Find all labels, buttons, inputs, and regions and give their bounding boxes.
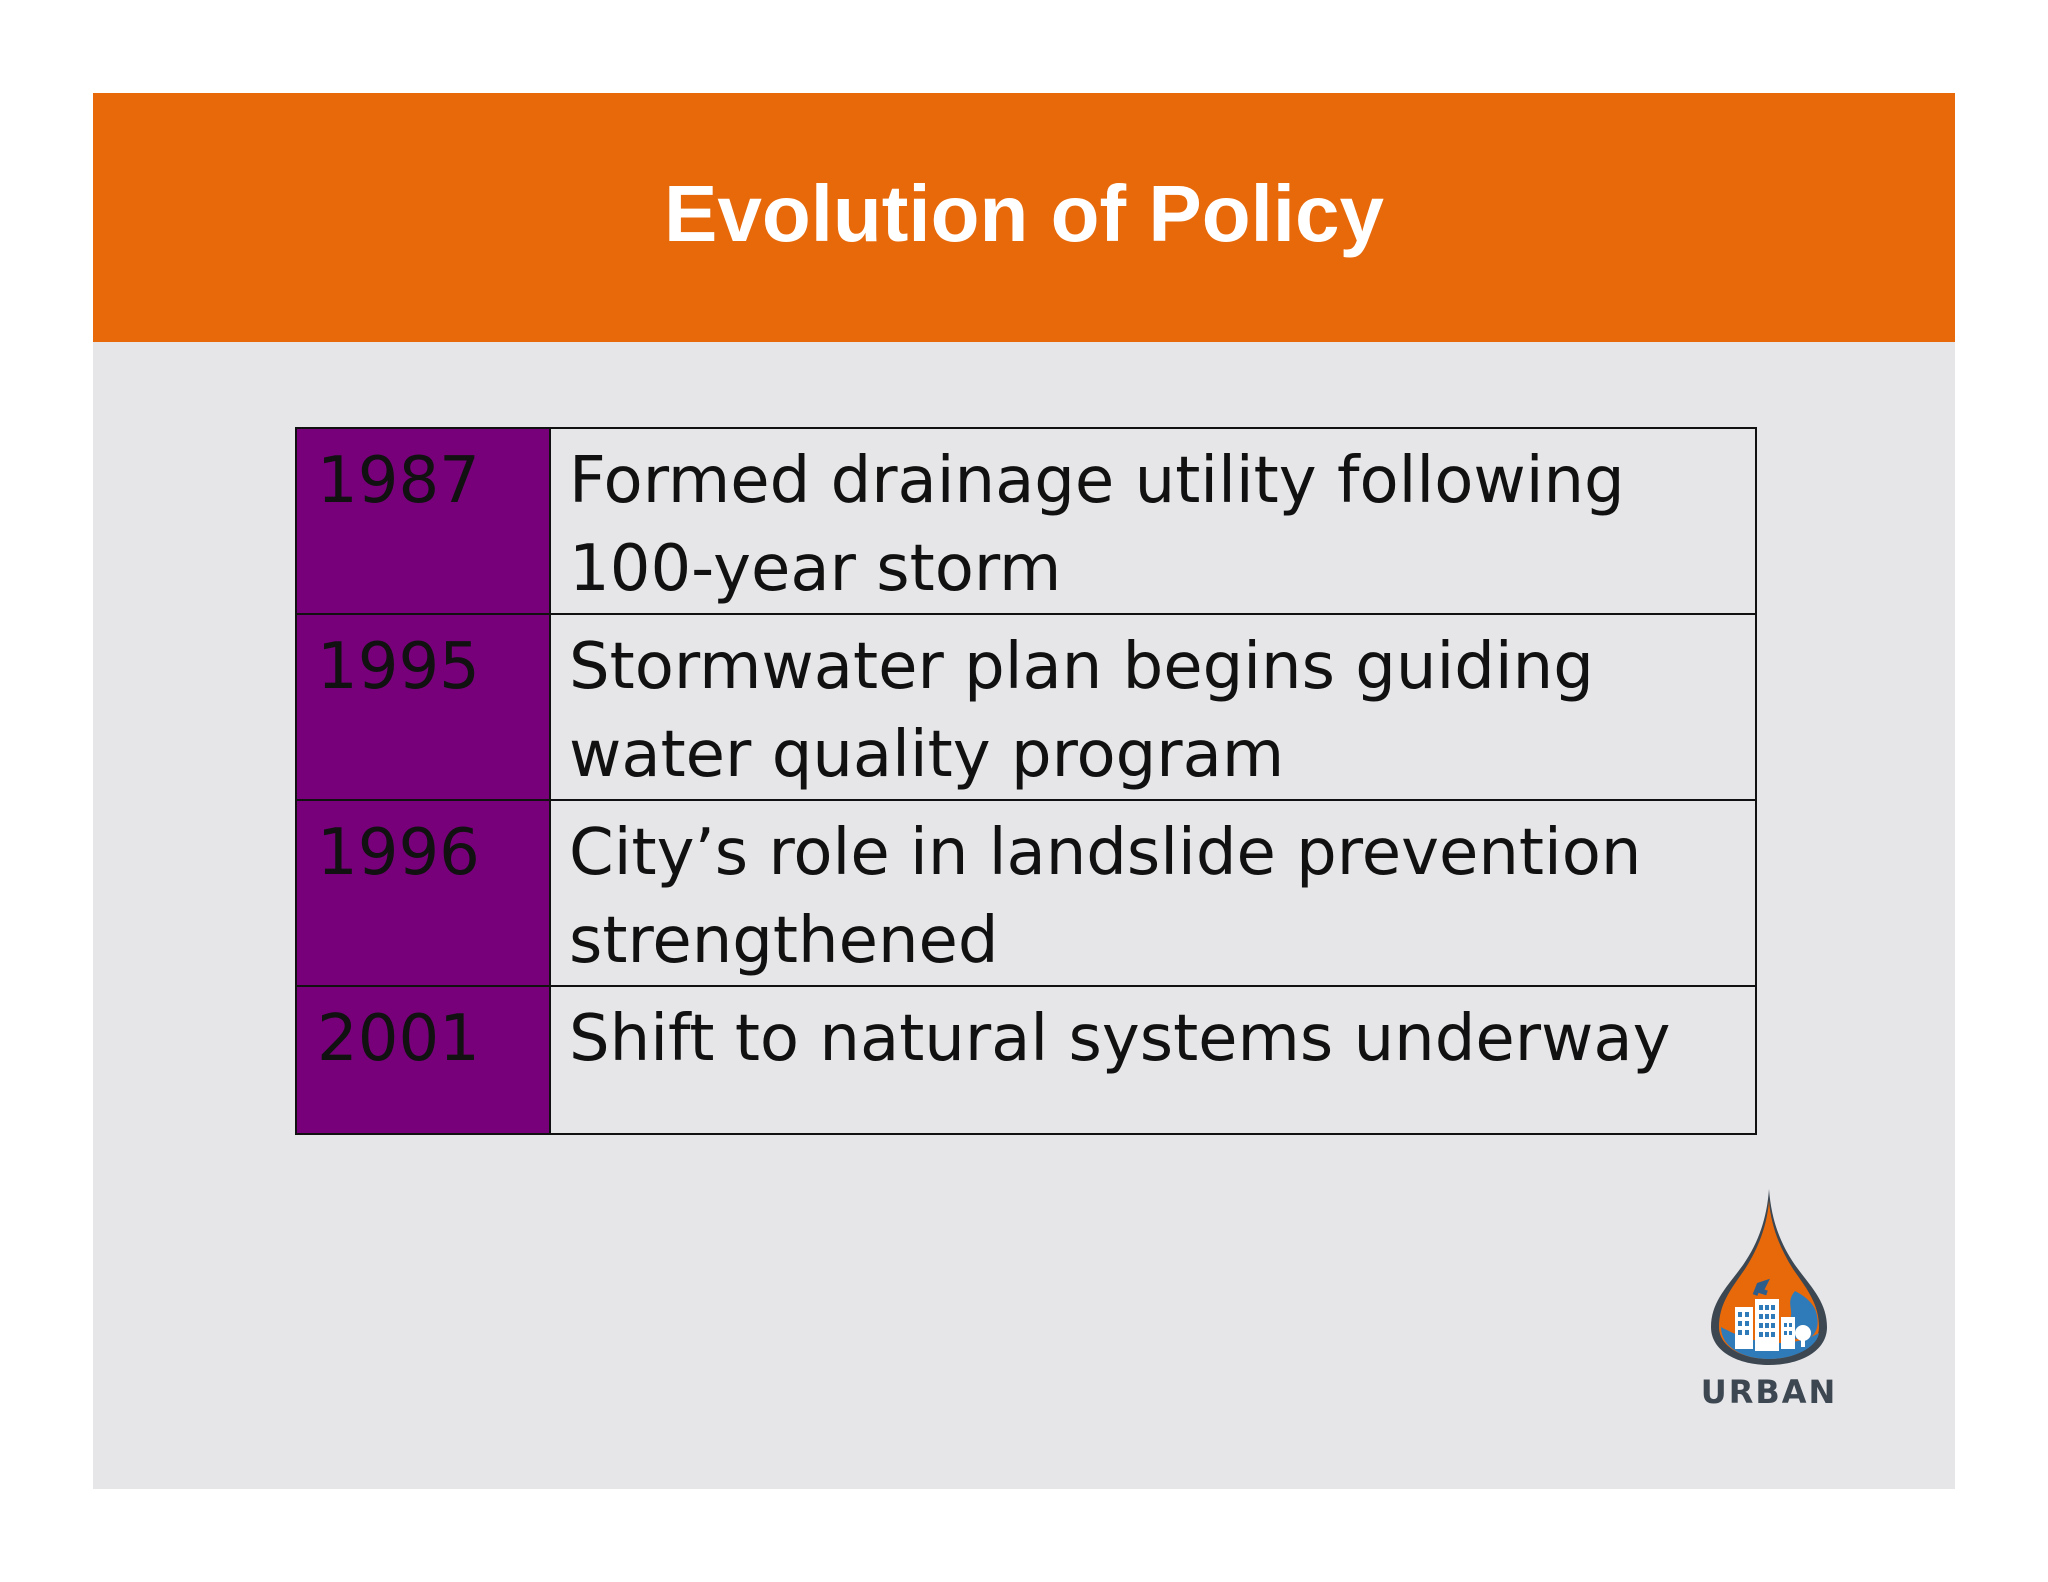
year-cell: 1995 (295, 613, 551, 801)
description-line: water quality program (569, 718, 1285, 792)
description-line: Formed drainage utility following (569, 444, 1625, 518)
description-cell: Formed drainage utility following 100-ye… (549, 427, 1757, 615)
table-row: 1987 Formed drainage utility following 1… (295, 427, 1757, 615)
description-cell: Shift to natural systems underway (549, 985, 1757, 1135)
description-line: strengthened (569, 904, 999, 978)
logo-text: URBAN (1700, 1373, 1838, 1411)
description-line: 100-year storm (569, 532, 1062, 606)
description-line: Shift to natural systems underway (569, 1002, 1671, 1076)
description-cell: City’s role in landslide prevention stre… (549, 799, 1757, 987)
year-cell: 1996 (295, 799, 551, 987)
title-bar: Evolution of Policy (93, 93, 1955, 342)
description-cell: Stormwater plan begins guiding water qua… (549, 613, 1757, 801)
table-row: 1996 City’s role in landslide prevention… (295, 799, 1757, 987)
urban-logo: URBAN (1699, 1187, 1839, 1417)
description-line: City’s role in landslide prevention (569, 816, 1642, 890)
water-drop-city-icon (1711, 1189, 1827, 1365)
slide-title: Evolution of Policy (663, 169, 1385, 258)
table-row: 1995 Stormwater plan begins guiding wate… (295, 613, 1757, 801)
policy-timeline-table: 1987 Formed drainage utility following 1… (295, 427, 1757, 1135)
table-row: 2001 Shift to natural systems underway (295, 985, 1757, 1135)
year-cell: 1987 (295, 427, 551, 615)
slide: Evolution of Policy 1987 Formed drainage… (93, 93, 1955, 1489)
description-line: Stormwater plan begins guiding (569, 630, 1594, 704)
year-cell: 2001 (295, 985, 551, 1135)
